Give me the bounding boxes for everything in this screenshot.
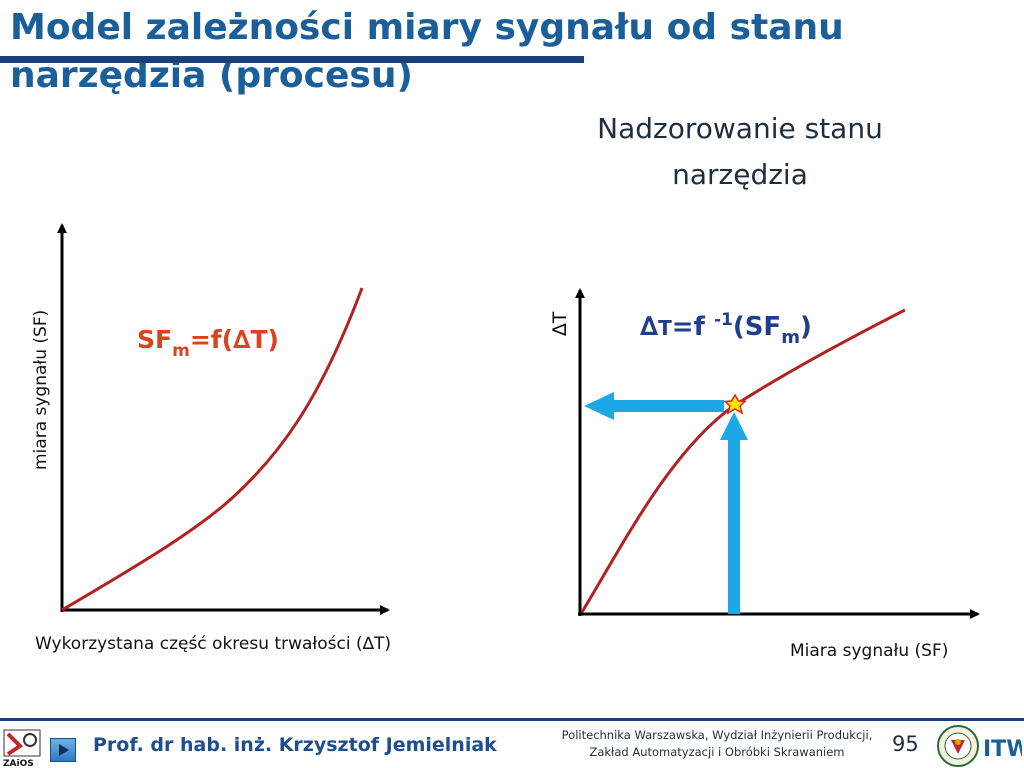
institution-line-1: Politechnika Warszawska, Wydział Inżynie… — [561, 728, 873, 742]
itw-logo-icon: ITW — [982, 730, 1022, 762]
right-chart: ∆T Miara sygnału (SF) ∆T=f -1(SFm) — [549, 288, 980, 661]
left-formula-rest: =f(∆T) — [190, 325, 279, 354]
author-name: Prof. dr hab. inż. Krzysztof Jemielniak — [93, 734, 497, 756]
right-curve — [580, 308, 906, 613]
zaios-logo-text: ZAiOS — [3, 759, 34, 768]
title-underline — [0, 56, 584, 63]
intersection-star-icon — [723, 393, 747, 415]
left-y-axis-label: miara sygnału (SF) — [31, 310, 51, 470]
zaios-logo-icon: ZAiOS — [3, 729, 41, 768]
result-arrow-shaft — [612, 400, 724, 412]
subtitle-line-1: Nadzorowanie stanu — [597, 112, 883, 145]
left-chart: miara sygnału (SF) Wykorzystana część ok… — [31, 223, 391, 654]
right-x-axis-label: Miara sygnału (SF) — [790, 641, 948, 661]
result-arrow-head — [584, 392, 614, 420]
diagram-canvas: miara sygnału (SF) Wykorzystana część ok… — [31, 223, 980, 661]
right-formula-mid: =f — [672, 312, 714, 342]
right-formula: ∆T=f -1(SFm) — [640, 310, 812, 348]
right-formula-sup: -1 — [714, 310, 733, 330]
institution-line-2: Zakład Automatyzacji i Obróbki Skrawanie… — [589, 745, 845, 759]
subtitle: Nadzorowanie stanu narzędzia — [590, 106, 890, 198]
footer-divider — [0, 718, 1024, 721]
left-formula: SFm=f(∆T) — [137, 325, 279, 361]
next-slide-button[interactable] — [50, 738, 76, 762]
right-formula-t: T — [658, 316, 672, 340]
left-curve — [61, 287, 364, 612]
institution: Politechnika Warszawska, Wydział Inżynie… — [552, 727, 882, 761]
right-formula-sub: m — [781, 327, 800, 348]
right-formula-paren-open: (SF — [733, 312, 781, 342]
page-number: 95 — [892, 732, 919, 756]
itw-logo-text: ITW — [983, 737, 1022, 762]
measurement-arrow-head — [720, 412, 748, 440]
left-x-axis-label: Wykorzystana część okresu trwałości (∆T) — [35, 634, 391, 654]
right-formula-paren-close: ) — [800, 312, 812, 342]
left-formula-main: SF — [137, 325, 172, 354]
right-y-axis-label: ∆T — [549, 311, 571, 337]
subtitle-line-2: narzędzia — [672, 158, 808, 191]
right-formula-delta: ∆ — [640, 312, 659, 342]
measurement-arrow-shaft — [728, 438, 740, 614]
left-formula-sub: m — [172, 341, 190, 361]
university-seal-icon — [937, 725, 979, 767]
